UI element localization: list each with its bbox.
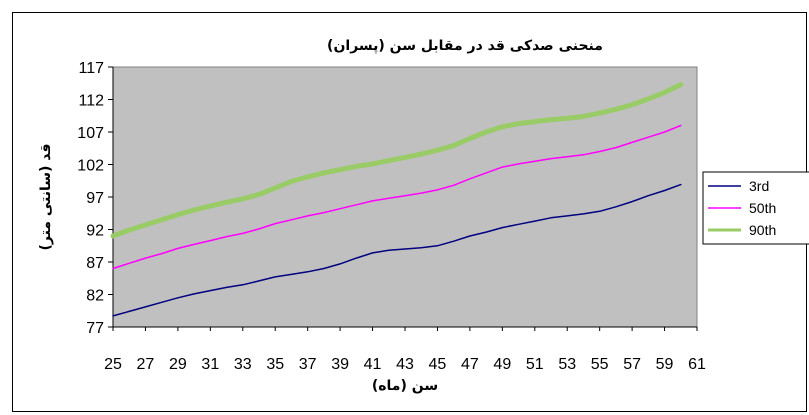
legend: 3rd 50th 90th xyxy=(702,171,809,245)
y-tick-label: 77 xyxy=(86,320,104,337)
x-tick-label: 39 xyxy=(331,356,349,373)
x-tick-label: 35 xyxy=(266,356,284,373)
y-tick-label: 92 xyxy=(86,223,104,240)
x-tick-label: 49 xyxy=(493,356,511,373)
series-line-3rd xyxy=(112,183,682,317)
y-tick-label: 117 xyxy=(78,60,104,77)
plot-area xyxy=(112,66,698,328)
series-line-90th xyxy=(110,82,684,239)
x-tick-label: 41 xyxy=(364,356,382,373)
y-tick-label: 97 xyxy=(86,190,104,207)
x-tick-label: 59 xyxy=(656,356,674,373)
x-tick-label: 51 xyxy=(526,356,544,373)
x-tick-label: 53 xyxy=(558,356,576,373)
x-tick-label: 57 xyxy=(623,356,641,373)
y-tick-label: 112 xyxy=(78,93,104,110)
legend-label-3rd: 3rd xyxy=(749,178,769,194)
x-tick-label: 47 xyxy=(461,356,479,373)
y-tick-label: 107 xyxy=(77,125,104,142)
x-tick-label: 29 xyxy=(169,356,187,373)
x-tick-label: 61 xyxy=(688,356,706,373)
x-tick-label: 37 xyxy=(299,356,317,373)
x-tick-label: 27 xyxy=(137,356,155,373)
x-tick-label: 45 xyxy=(429,356,447,373)
series-line-50th xyxy=(112,124,682,270)
y-axis-label: قد (سانتی متر) xyxy=(38,143,54,250)
x-tick-label: 25 xyxy=(104,356,122,373)
chart-title: منحنی صدکی قد در مقابل سن (پسران) xyxy=(327,38,603,54)
x-axis-label: سن (ماه) xyxy=(372,378,438,394)
legend-label-50th: 50th xyxy=(749,200,776,216)
axes: 77 82 87 92 97 102 107 112 117 25 27 29 31 33 35 37 39 41… xyxy=(77,60,706,373)
x-tick-label: 31 xyxy=(201,356,219,373)
y-tick-label: 87 xyxy=(86,255,104,272)
x-tick-label: 33 xyxy=(234,356,252,373)
x-tick-label: 43 xyxy=(396,356,414,373)
legend-label-90th: 90th xyxy=(749,222,776,238)
y-tick-label: 82 xyxy=(86,288,104,305)
series-layer xyxy=(110,82,684,317)
y-tick-label: 102 xyxy=(77,158,104,175)
x-tick-label: 55 xyxy=(591,356,609,373)
